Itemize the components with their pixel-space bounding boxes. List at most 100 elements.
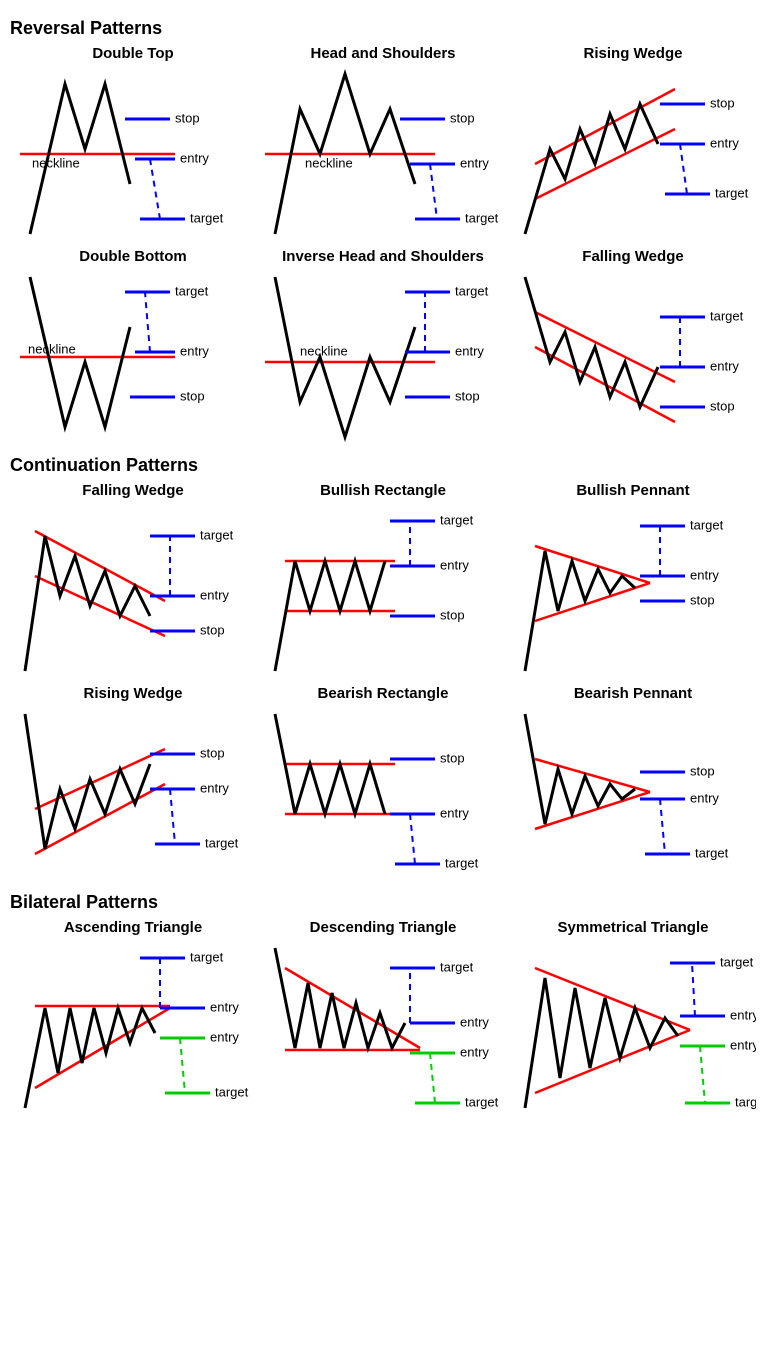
svg-text:target: target bbox=[175, 283, 209, 298]
svg-text:stop: stop bbox=[200, 622, 225, 637]
svg-text:stop: stop bbox=[175, 110, 200, 125]
section-title: Continuation Patterns bbox=[10, 455, 752, 476]
pattern-diagram: target entry stop bbox=[510, 501, 756, 681]
svg-text:stop: stop bbox=[180, 388, 205, 403]
pattern-diagram: stop entry target bbox=[260, 704, 506, 884]
pattern-cell: Double Bottomnecklinetargetentrystop bbox=[10, 248, 256, 447]
pattern-title: Symmetrical Triangle bbox=[558, 919, 709, 936]
pattern-title: Bearish Pennant bbox=[574, 685, 692, 702]
svg-text:entry: entry bbox=[440, 557, 469, 572]
pattern-diagram: necklinetargetentrystop bbox=[260, 267, 506, 447]
pattern-title: Ascending Triangle bbox=[64, 919, 202, 936]
svg-text:entry: entry bbox=[730, 1007, 756, 1022]
pattern-title: Head and Shoulders bbox=[310, 45, 455, 62]
svg-text:entry: entry bbox=[460, 155, 489, 170]
svg-text:target: target bbox=[695, 845, 729, 860]
svg-text:target: target bbox=[465, 210, 499, 225]
pattern-grid: Ascending Triangletargetentryentrytarget… bbox=[10, 919, 752, 1118]
svg-text:entry: entry bbox=[730, 1037, 756, 1052]
svg-text:stop: stop bbox=[710, 398, 735, 413]
svg-text:target: target bbox=[215, 1084, 249, 1099]
svg-text:neckline: neckline bbox=[300, 343, 348, 358]
svg-text:neckline: neckline bbox=[32, 155, 80, 170]
pattern-cell: Bullish Pennant target entry stop bbox=[510, 482, 756, 681]
svg-text:target: target bbox=[735, 1094, 756, 1109]
pattern-diagram: stop entry target bbox=[510, 704, 756, 884]
svg-text:entry: entry bbox=[690, 790, 719, 805]
section-title: Bilateral Patterns bbox=[10, 892, 752, 913]
svg-text:entry: entry bbox=[210, 999, 239, 1014]
pattern-cell: Bullish Rectangle target entry stop bbox=[260, 482, 506, 681]
svg-text:target: target bbox=[205, 835, 239, 850]
svg-text:stop: stop bbox=[455, 388, 480, 403]
pattern-diagram: stop entry target bbox=[510, 64, 756, 244]
pattern-cell: Ascending Triangle target entry entry target bbox=[10, 919, 256, 1118]
pattern-cell: Rising Wedge stop entry target bbox=[10, 685, 256, 884]
pattern-cell: Symmetrical Triangletargetentryentrytarg… bbox=[510, 919, 756, 1118]
svg-text:entry: entry bbox=[460, 1014, 489, 1029]
section-title: Reversal Patterns bbox=[10, 18, 752, 39]
pattern-diagram: necklinetargetentrystop bbox=[10, 267, 256, 447]
chart-patterns-infographic: Reversal Patterns Double Top neckline stop e… bbox=[10, 18, 752, 1118]
svg-text:stop: stop bbox=[690, 763, 715, 778]
pattern-title: Descending Triangle bbox=[310, 919, 457, 936]
svg-text:entry: entry bbox=[460, 1044, 489, 1059]
svg-text:stop: stop bbox=[710, 95, 735, 110]
pattern-diagram: target entry stop bbox=[10, 501, 256, 681]
pattern-title: Inverse Head and Shoulders bbox=[282, 248, 484, 265]
svg-text:entry: entry bbox=[210, 1029, 239, 1044]
svg-text:entry: entry bbox=[200, 780, 229, 795]
pattern-diagram: target entry stop bbox=[510, 267, 756, 447]
svg-text:target: target bbox=[445, 855, 479, 870]
pattern-title: Rising Wedge bbox=[84, 685, 183, 702]
svg-text:entry: entry bbox=[180, 150, 209, 165]
svg-text:entry: entry bbox=[440, 805, 469, 820]
pattern-title: Falling Wedge bbox=[582, 248, 683, 265]
svg-text:stop: stop bbox=[690, 592, 715, 607]
pattern-diagram: stop entry target bbox=[10, 704, 256, 884]
pattern-diagram: neckline stop entry target bbox=[10, 64, 256, 244]
pattern-title: Falling Wedge bbox=[82, 482, 183, 499]
pattern-diagram: target entry stop bbox=[260, 501, 506, 681]
svg-text:stop: stop bbox=[450, 110, 475, 125]
svg-text:stop: stop bbox=[440, 607, 465, 622]
svg-text:neckline: neckline bbox=[305, 155, 353, 170]
svg-text:target: target bbox=[715, 185, 749, 200]
svg-text:target: target bbox=[455, 283, 489, 298]
pattern-cell: Double Top neckline stop entry target bbox=[10, 45, 256, 244]
pattern-diagram: neckline stop entry target bbox=[260, 64, 506, 244]
pattern-cell: Bearish Rectangle stop entry target bbox=[260, 685, 506, 884]
svg-text:target: target bbox=[690, 517, 724, 532]
pattern-cell: Rising Wedge stop entry target bbox=[510, 45, 756, 244]
pattern-grid: Falling WedgetargetentrystopBullish Rect… bbox=[10, 482, 752, 884]
pattern-title: Bullish Pennant bbox=[576, 482, 689, 499]
svg-text:entry: entry bbox=[710, 358, 739, 373]
svg-text:target: target bbox=[200, 527, 234, 542]
pattern-cell: Falling Wedge target entry stop bbox=[510, 248, 756, 447]
svg-text:target: target bbox=[440, 959, 474, 974]
pattern-title: Rising Wedge bbox=[584, 45, 683, 62]
pattern-diagram: target entry entry target bbox=[510, 938, 756, 1118]
svg-text:stop: stop bbox=[200, 745, 225, 760]
pattern-cell: Head and Shoulders neckline stop entry targe… bbox=[260, 45, 506, 244]
pattern-diagram: target entry entry target bbox=[260, 938, 506, 1118]
svg-text:target: target bbox=[440, 512, 474, 527]
svg-text:target: target bbox=[720, 954, 754, 969]
svg-text:entry: entry bbox=[710, 135, 739, 150]
pattern-cell: Bearish Pennant stop entry target bbox=[510, 685, 756, 884]
pattern-title: Bullish Rectangle bbox=[320, 482, 446, 499]
svg-text:stop: stop bbox=[440, 750, 465, 765]
pattern-diagram: target entry entry target bbox=[10, 938, 256, 1118]
svg-text:entry: entry bbox=[200, 587, 229, 602]
svg-text:target: target bbox=[465, 1094, 499, 1109]
svg-text:target: target bbox=[190, 210, 224, 225]
pattern-cell: Descending Triangletargetentryentrytarge… bbox=[260, 919, 506, 1118]
pattern-grid: Double TopnecklinestopentrytargetHead an… bbox=[10, 45, 752, 447]
pattern-title: Bearish Rectangle bbox=[318, 685, 449, 702]
svg-text:neckline: neckline bbox=[28, 341, 76, 356]
svg-text:target: target bbox=[190, 949, 224, 964]
svg-text:target: target bbox=[710, 308, 744, 323]
pattern-cell: Falling Wedge target entry stop bbox=[10, 482, 256, 681]
pattern-title: Double Top bbox=[92, 45, 173, 62]
svg-text:entry: entry bbox=[690, 567, 719, 582]
